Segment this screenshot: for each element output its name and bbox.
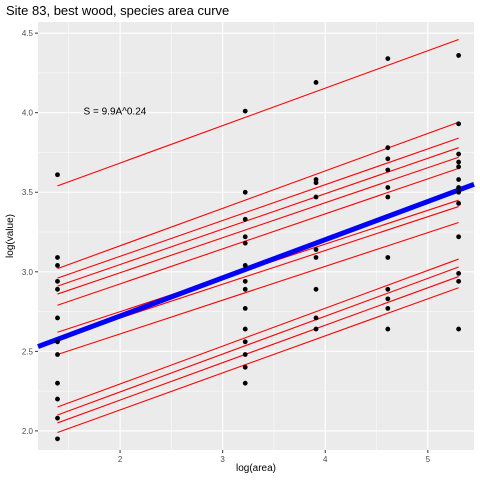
data-point <box>55 381 60 386</box>
data-point <box>456 271 461 276</box>
data-point <box>385 156 390 161</box>
data-point <box>456 53 461 58</box>
data-point <box>243 339 248 344</box>
data-point <box>55 255 60 260</box>
data-point <box>314 327 319 332</box>
data-point <box>243 352 248 357</box>
data-point <box>456 234 461 239</box>
data-point <box>314 287 319 292</box>
data-point <box>385 56 390 61</box>
data-point <box>456 177 461 182</box>
data-point <box>55 416 60 421</box>
data-point <box>55 287 60 292</box>
data-point <box>385 287 390 292</box>
data-point <box>385 255 390 260</box>
data-point <box>243 327 248 332</box>
data-point <box>314 80 319 85</box>
data-point <box>243 287 248 292</box>
data-point <box>456 279 461 284</box>
data-point <box>385 296 390 301</box>
data-point <box>385 168 390 173</box>
data-point <box>243 217 248 222</box>
data-point <box>243 365 248 370</box>
data-point <box>243 190 248 195</box>
data-point <box>243 381 248 386</box>
x-tick-label: 3 <box>220 455 225 464</box>
data-point <box>55 279 60 284</box>
data-point <box>314 180 319 185</box>
y-tick-label: 4.5 <box>22 29 34 38</box>
y-axis-title: log(value) <box>5 214 16 258</box>
data-point <box>55 397 60 402</box>
data-point <box>456 152 461 157</box>
data-point <box>385 145 390 150</box>
data-point <box>456 327 461 332</box>
x-tick-label: 4 <box>323 455 328 464</box>
data-point <box>314 195 319 200</box>
y-tick-label: 3.5 <box>22 188 34 197</box>
data-point <box>314 316 319 321</box>
data-point <box>55 339 60 344</box>
data-point <box>385 185 390 190</box>
data-point <box>55 436 60 441</box>
y-tick-label: 2.0 <box>22 427 34 436</box>
data-point <box>385 327 390 332</box>
data-point <box>314 247 319 252</box>
x-tick-label: 5 <box>426 455 431 464</box>
data-point <box>456 201 461 206</box>
x-axis-title: log(area) <box>236 463 276 474</box>
data-point <box>243 279 248 284</box>
data-point <box>456 164 461 169</box>
data-point <box>243 234 248 239</box>
data-point <box>314 255 319 260</box>
data-point <box>55 352 60 357</box>
data-point <box>456 121 461 126</box>
data-point <box>243 306 248 311</box>
data-point <box>385 195 390 200</box>
data-point <box>55 263 60 268</box>
y-tick-label: 4.0 <box>22 109 34 118</box>
chart-title: Site 83, best wood, species area curve <box>6 3 229 18</box>
y-tick-label: 3.0 <box>22 268 34 277</box>
y-tick-label: 2.5 <box>22 347 34 356</box>
data-point <box>55 316 60 321</box>
plot-panel <box>38 22 474 450</box>
data-point <box>243 263 248 268</box>
data-point <box>243 241 248 246</box>
annotation-label: S = 9.9A^0.24 <box>84 106 147 117</box>
data-point <box>385 306 390 311</box>
x-tick-label: 2 <box>118 455 123 464</box>
data-point <box>456 190 461 195</box>
data-point <box>456 185 461 190</box>
data-point <box>55 172 60 177</box>
data-point <box>243 109 248 114</box>
data-point <box>456 160 461 165</box>
